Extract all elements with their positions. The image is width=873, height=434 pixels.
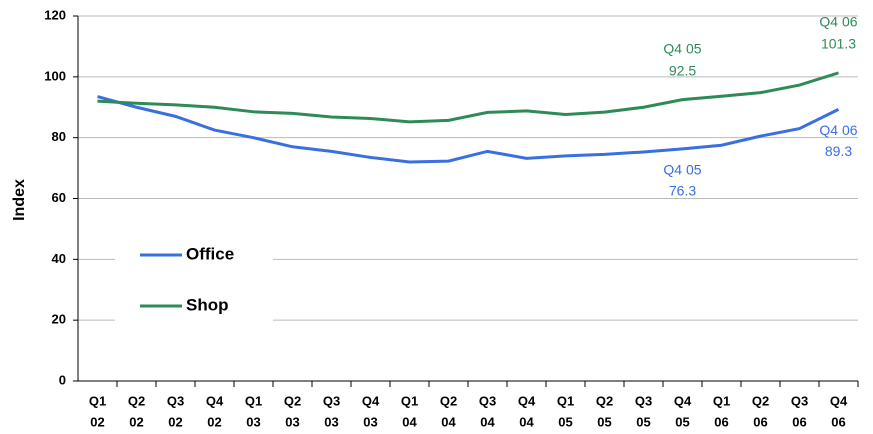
- x-tick-label: 04: [480, 414, 495, 429]
- y-tick-label: 0: [59, 372, 66, 387]
- legend-label: Office: [186, 244, 234, 263]
- x-tick-label: Q2: [128, 393, 145, 408]
- x-tick-label: 02: [168, 414, 182, 429]
- y-axis-label: Index: [11, 179, 28, 221]
- x-tick-label: Q4: [830, 393, 848, 408]
- x-tick-label: 05: [675, 414, 689, 429]
- x-tick-label: 04: [402, 414, 417, 429]
- x-tick-label: 06: [714, 414, 728, 429]
- x-tick-label: Q3: [635, 393, 652, 408]
- x-tick-label: 04: [519, 414, 534, 429]
- x-tick-label: 05: [636, 414, 650, 429]
- x-tick-label: Q2: [596, 393, 613, 408]
- series-line: [97, 95, 840, 164]
- x-tick-label: 03: [246, 414, 260, 429]
- y-tick-label: 40: [52, 251, 66, 266]
- x-tick-label: 03: [363, 414, 377, 429]
- x-tick-label: Q1: [245, 393, 262, 408]
- x-tick-label: 03: [285, 414, 299, 429]
- series-line: [97, 71, 839, 124]
- x-tick-label: 06: [792, 414, 806, 429]
- x-tick-label: Q2: [440, 393, 457, 408]
- value-label: 92.5: [669, 62, 696, 78]
- point-label: Q4 05: [663, 40, 701, 56]
- x-tick-label: Q4: [518, 393, 536, 408]
- x-tick-label: Q1: [557, 393, 574, 408]
- x-tick-label: 04: [441, 414, 456, 429]
- x-tick-label: Q3: [323, 393, 340, 408]
- x-tick-label: Q1: [401, 393, 418, 408]
- value-label: 76.3: [669, 183, 696, 199]
- x-tick-label: Q2: [752, 393, 769, 408]
- point-label: Q4 06: [819, 122, 857, 138]
- x-tick-label: Q4: [674, 393, 692, 408]
- x-tick-label: 02: [207, 414, 221, 429]
- value-label: 89.3: [825, 143, 852, 159]
- x-tick-label: Q2: [284, 393, 301, 408]
- x-tick-label: 06: [831, 414, 845, 429]
- y-tick-label: 80: [52, 129, 66, 144]
- x-tick-label: 05: [558, 414, 572, 429]
- x-tick-label: 05: [597, 414, 611, 429]
- y-tick-label: 60: [52, 190, 66, 205]
- value-label: 101.3: [821, 36, 856, 52]
- legend-label: Shop: [186, 295, 229, 314]
- legend-box: [115, 228, 273, 336]
- x-tick-label: 03: [324, 414, 338, 429]
- x-tick-label: 02: [129, 414, 143, 429]
- x-tick-label: Q4: [362, 393, 380, 408]
- x-tick-label: 06: [753, 414, 767, 429]
- y-tick-label: 20: [52, 312, 66, 327]
- x-tick-label: 02: [90, 414, 104, 429]
- x-tick-label: Q3: [791, 393, 808, 408]
- x-tick-label: Q3: [167, 393, 184, 408]
- point-label: Q4 05: [663, 162, 701, 178]
- x-tick-label: Q1: [89, 393, 106, 408]
- y-tick-label: 120: [44, 7, 66, 22]
- x-tick-label: Q4: [206, 393, 224, 408]
- x-tick-label: Q1: [713, 393, 730, 408]
- point-label: Q4 06: [819, 14, 857, 30]
- y-tick-label: 100: [44, 68, 66, 83]
- x-tick-label: Q3: [479, 393, 496, 408]
